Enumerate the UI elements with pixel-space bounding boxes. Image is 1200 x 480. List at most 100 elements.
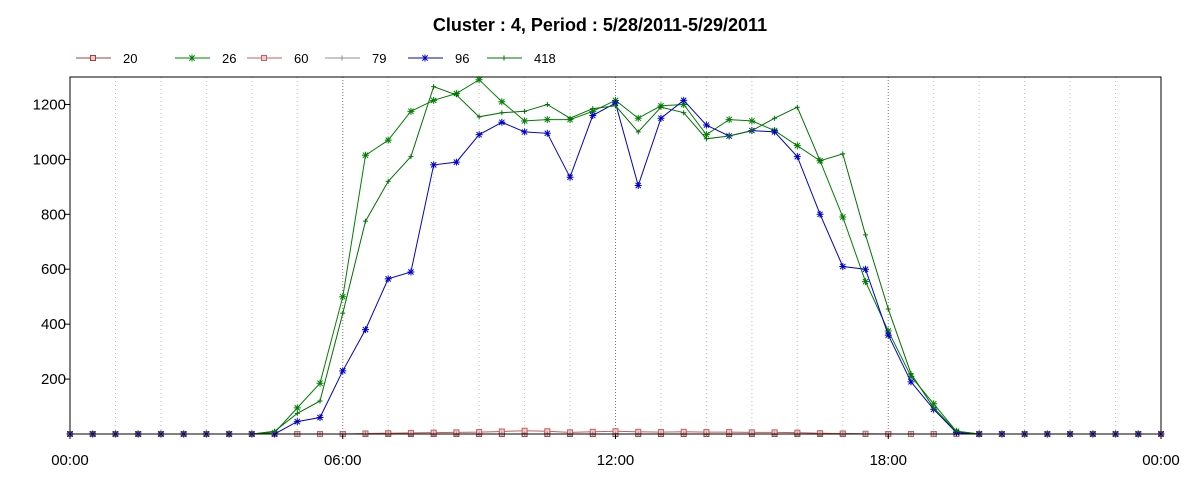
data-point: [407, 268, 415, 276]
data-point: [521, 117, 529, 125]
data-point: [499, 110, 505, 116]
data-point: [907, 372, 915, 380]
data-point: [748, 117, 756, 125]
legend-marker: [421, 54, 429, 62]
data-point: [293, 404, 301, 412]
data-point: [498, 118, 506, 126]
chart-title: Cluster : 4, Period : 5/28/2011-5/29/201…: [433, 15, 767, 35]
data-point: [635, 129, 641, 135]
data-point: [544, 101, 550, 107]
x-tick-label: 12:00: [597, 452, 635, 469]
legend-label: 20: [123, 51, 137, 66]
data-point: [407, 107, 415, 115]
data-point: [340, 310, 346, 316]
data-point: [680, 96, 688, 104]
legend-marker: [188, 54, 196, 62]
data-point: [726, 133, 732, 139]
data-point: [953, 428, 959, 434]
legend-item-26: 26: [175, 51, 236, 66]
data-point: [339, 367, 347, 375]
legend-label: 418: [534, 51, 556, 66]
x-tick-label: 00:00: [1142, 452, 1180, 469]
data-point: [839, 262, 847, 270]
data-point: [316, 414, 324, 422]
data-point: [931, 405, 937, 411]
data-point: [840, 151, 846, 157]
data-point: [339, 293, 347, 301]
data-point: [702, 121, 710, 129]
data-point: [862, 265, 870, 273]
legend-item-60: 60: [247, 51, 308, 66]
legend-marker: [501, 55, 507, 61]
legend-item-20: 20: [76, 51, 137, 66]
data-point: [794, 104, 800, 110]
data-point: [634, 181, 642, 189]
data-point: [658, 104, 664, 110]
data-point: [475, 131, 483, 139]
data-point: [317, 398, 323, 404]
data-point: [793, 153, 801, 161]
data-point: [316, 379, 324, 387]
data-point: [522, 108, 528, 114]
data-point: [476, 114, 482, 120]
data-point: [680, 100, 688, 108]
data-point: [293, 418, 301, 426]
data-point: [612, 99, 619, 107]
grid-lines: [114, 77, 1117, 434]
y-tick-label: 1000: [33, 151, 66, 168]
data-point: [657, 114, 665, 122]
data-point: [408, 154, 414, 160]
data-point: [453, 92, 459, 98]
data-point: [361, 326, 369, 334]
data-point: [567, 115, 573, 121]
data-point: [430, 161, 438, 169]
data-point: [475, 76, 483, 84]
data-point: [930, 400, 938, 408]
data-point: [772, 115, 778, 121]
data-point: [816, 210, 824, 218]
y-tick-label: 200: [41, 371, 66, 388]
data-point: [543, 129, 551, 137]
y-tick-label: 800: [41, 206, 66, 223]
data-point: [498, 98, 506, 106]
x-tick-label: 00:00: [51, 452, 89, 469]
data-point: [589, 107, 597, 115]
data-point: [430, 96, 438, 104]
legend: 20 26 60 79 96 418: [76, 51, 556, 66]
data-point: [793, 142, 801, 150]
data-point: [521, 128, 529, 136]
data-point: [634, 114, 642, 122]
legend-label: 26: [222, 51, 236, 66]
legend-item-418: 418: [487, 51, 556, 66]
data-point: [589, 111, 597, 119]
data-point: [294, 410, 300, 416]
data-point: [361, 151, 369, 159]
y-tick-label: 600: [41, 261, 66, 278]
data-point: [863, 232, 869, 238]
legend-label: 60: [294, 51, 308, 66]
data-point: [384, 136, 392, 144]
data-point: [385, 178, 391, 184]
data-point: [817, 158, 823, 164]
legend-marker: [90, 55, 96, 61]
legend-label: 96: [455, 51, 469, 66]
data-point: [590, 106, 596, 112]
y-tick-label: 1200: [33, 96, 66, 113]
data-point: [703, 136, 709, 142]
data-point: [839, 213, 847, 221]
data-point: [272, 428, 278, 434]
legend-label: 79: [372, 51, 386, 66]
legend-marker: [339, 55, 345, 61]
data-point: [884, 331, 892, 339]
x-tick-label: 06:00: [324, 452, 362, 469]
data-point: [681, 110, 687, 116]
data-point: [749, 128, 755, 134]
data-point: [771, 128, 779, 136]
data-point: [885, 306, 891, 312]
data-point: [566, 173, 574, 181]
data-point: [908, 371, 914, 377]
data-point: [384, 275, 392, 283]
data-point: [543, 116, 551, 124]
x-tick-label: 18:00: [869, 452, 907, 469]
data-point: [431, 84, 437, 90]
